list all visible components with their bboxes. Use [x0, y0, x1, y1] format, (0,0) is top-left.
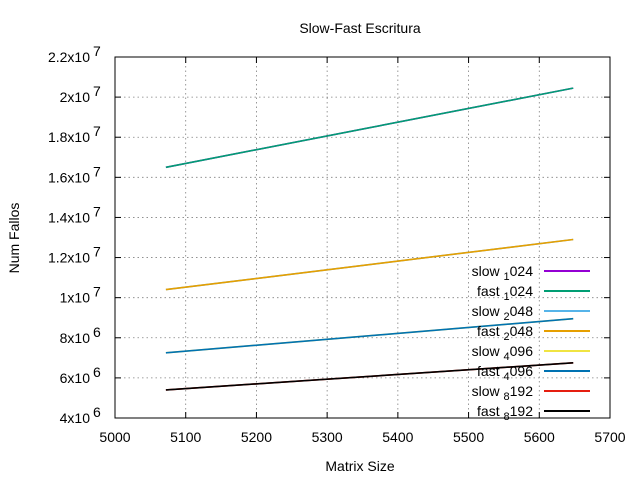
legend-label: fast 2048: [477, 323, 533, 343]
y-tick-exponent: 6: [93, 364, 101, 380]
x-tick-label: 5400: [382, 429, 413, 445]
y-tick-label: 4x10: [60, 410, 91, 426]
y-tick-label: 2.2x10: [48, 49, 90, 65]
y-tick-label: 2x10: [60, 89, 91, 105]
y-tick-label: 1.4x10: [48, 209, 90, 225]
x-tick-label: 5100: [170, 429, 201, 445]
series-line: [165, 317, 574, 354]
y-tick-label: 1.2x10: [48, 250, 90, 266]
series-line: [165, 87, 574, 169]
x-tick-label: 5300: [312, 429, 343, 445]
legend-label: fast 4096: [477, 363, 533, 383]
legend-label: fast 1024: [477, 283, 533, 303]
y-tick-exponent: 7: [93, 123, 101, 139]
grid: [115, 57, 610, 418]
y-tick-exponent: 7: [93, 203, 101, 219]
series-line: [165, 238, 574, 291]
y-tick-label: 8x10: [60, 330, 91, 346]
x-axis: 5000 5100 5200 5300 5400 5500 5600 5700: [99, 57, 626, 445]
x-axis-title: Matrix Size: [325, 458, 394, 474]
y-tick-exponent: 7: [93, 43, 101, 59]
y-tick-label: 6x10: [60, 370, 91, 386]
y-tick-exponent: 7: [93, 163, 101, 179]
x-tick-label: 5000: [99, 429, 130, 445]
series-layer: [165, 87, 574, 391]
x-tick-label: 5500: [453, 429, 484, 445]
legend-label: slow 4096: [472, 343, 534, 363]
x-tick-label: 5700: [594, 429, 625, 445]
y-tick-label: 1.6x10: [48, 169, 90, 185]
legend-label: slow 8192: [472, 383, 534, 403]
y-tick-label: 1x10: [60, 290, 91, 306]
legend-label: slow 1024: [472, 263, 534, 283]
y-tick-exponent: 7: [93, 83, 101, 99]
legend-label: slow 2048: [472, 303, 534, 323]
y-tick-exponent: 7: [93, 284, 101, 300]
y-axis-title: Num Fallos: [6, 203, 22, 274]
y-tick-label: 1.8x10: [48, 129, 90, 145]
x-tick-label: 5200: [241, 429, 272, 445]
chart-title: Slow-Fast Escritura: [299, 20, 421, 36]
y-tick-exponent: 6: [93, 324, 101, 340]
x-tick-label: 5600: [524, 429, 555, 445]
series-line: [165, 362, 574, 391]
y-tick-exponent: 6: [93, 404, 101, 420]
legend-label: fast 8192: [477, 403, 533, 423]
plot-frame: [114, 56, 611, 419]
y-tick-exponent: 7: [93, 244, 101, 260]
